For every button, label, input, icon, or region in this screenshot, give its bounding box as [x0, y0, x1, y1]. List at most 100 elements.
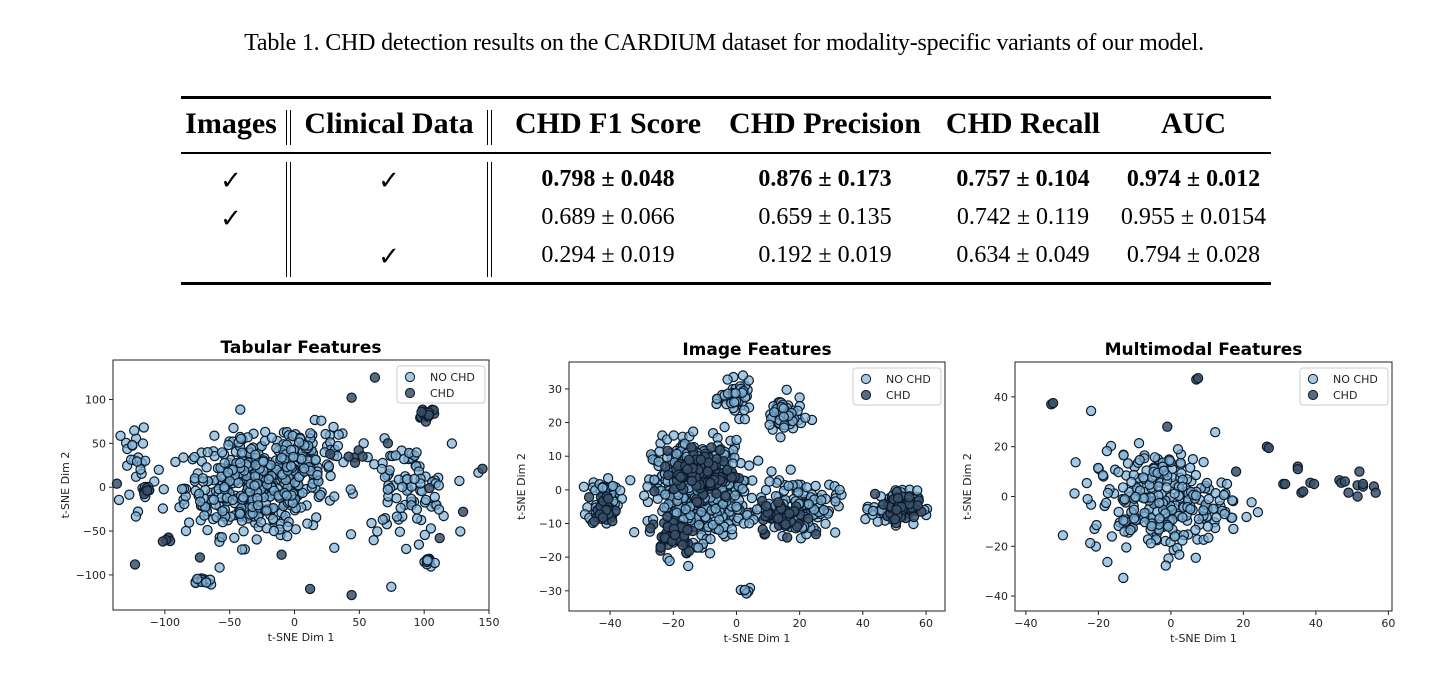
- data-point-no-chd: [1228, 523, 1239, 535]
- data-point-no-chd: [760, 484, 772, 496]
- data-point-no-chd: [157, 503, 169, 514]
- table-cell: 0.757 ± 0.104: [956, 166, 1090, 192]
- data-point-no-chd: [433, 480, 444, 491]
- scatter-svg: Multimodal Features −40 −20 0 20 40 60 −40 −20 0 2…: [961, 340, 1395, 645]
- data-point-chd: [649, 486, 660, 497]
- x-tick-label: 20: [793, 617, 807, 630]
- data-point-no-chd: [1202, 521, 1214, 532]
- data-point-no-chd: [234, 508, 246, 520]
- data-point-chd: [683, 454, 695, 466]
- data-point-no-chd: [329, 542, 340, 553]
- data-point-no-chd: [191, 573, 203, 585]
- data-point-chd: [1263, 442, 1274, 454]
- plot-image-features: Image Features −40 −20 0 20 40 60 −30 −20 −10 0 10 2…: [510, 332, 950, 652]
- data-point-chd: [129, 559, 141, 570]
- data-point-no-chd: [376, 463, 387, 475]
- data-point-no-chd: [446, 438, 458, 449]
- data-point-no-chd: [628, 526, 640, 538]
- legend-box: [1299, 367, 1389, 406]
- data-point-no-chd: [1154, 497, 1165, 509]
- x-axis-label: t-SNE Dim 1: [1170, 632, 1237, 645]
- data-point-no-chd: [726, 524, 738, 535]
- data-point-no-chd: [1246, 497, 1257, 508]
- plot-title: Image Features: [682, 340, 831, 360]
- check-mark-icon: ✓: [220, 166, 242, 196]
- data-point-no-chd: [329, 491, 340, 502]
- legend-marker-no-chd: [860, 373, 872, 385]
- data-point-chd: [677, 539, 688, 551]
- data-point-chd: [878, 499, 889, 510]
- data-point-no-chd: [429, 491, 440, 503]
- data-point-no-chd: [1113, 506, 1124, 518]
- data-point-chd: [1343, 487, 1354, 498]
- data-point-no-chd: [261, 505, 272, 516]
- data-point-no-chd: [739, 404, 750, 416]
- data-point-no-chd: [728, 396, 740, 408]
- data-point-no-chd: [1174, 549, 1185, 560]
- data-point-no-chd: [236, 447, 248, 458]
- data-point-no-chd: [1169, 531, 1181, 542]
- data-point-no-chd: [433, 504, 445, 515]
- data-point-no-chd: [422, 555, 433, 566]
- data-point-no-chd: [830, 527, 841, 538]
- x-tick-label: 60: [919, 617, 933, 630]
- x-tick-label: −50: [218, 616, 241, 629]
- plot-frame: [568, 361, 946, 612]
- data-point-no-chd: [202, 524, 213, 536]
- data-point-no-chd: [1163, 521, 1174, 532]
- data-point-chd: [157, 536, 169, 547]
- y-tick-label: 20: [994, 441, 1008, 454]
- data-point-no-chd: [693, 519, 705, 531]
- data-point-no-chd: [222, 467, 234, 478]
- data-point-no-chd: [425, 523, 437, 534]
- data-point-no-chd: [1193, 513, 1205, 525]
- data-point-chd: [416, 406, 427, 418]
- data-point-chd: [912, 500, 923, 511]
- data-point-no-chd: [1198, 505, 1209, 516]
- data-point-chd: [276, 549, 287, 560]
- data-point-chd: [477, 463, 488, 474]
- legend-marker-no-chd: [404, 371, 416, 383]
- data-point-no-chd: [238, 492, 249, 503]
- y-tick-label: −30: [539, 585, 562, 598]
- data-point-no-chd: [1084, 537, 1096, 549]
- header-precision: CHD Precision: [729, 107, 921, 140]
- table-cell: 0.742 ± 0.119: [956, 204, 1090, 230]
- data-point-no-chd: [1057, 530, 1069, 541]
- data-point-no-chd: [710, 503, 721, 514]
- x-tick-label: 50: [352, 616, 366, 629]
- data-point-no-chd: [1145, 538, 1157, 549]
- data-point-no-chd: [386, 581, 397, 592]
- data-point-no-chd: [1070, 457, 1081, 468]
- data-point-chd: [683, 545, 695, 557]
- data-point-no-chd: [1177, 481, 1188, 493]
- data-point-no-chd: [1218, 489, 1230, 501]
- data-point-no-chd: [1190, 490, 1202, 501]
- data-point-chd: [662, 445, 673, 457]
- data-point-no-chd: [1227, 495, 1238, 506]
- data-point-chd: [304, 583, 316, 595]
- data-point-no-chd: [752, 455, 764, 466]
- data-point-chd: [682, 524, 693, 536]
- legend-box: [852, 367, 942, 406]
- data-point-no-chd: [1118, 450, 1129, 461]
- data-point-no-chd: [830, 496, 841, 507]
- data-point-no-chd: [258, 456, 269, 467]
- table-cell: 0.794 ± 0.028: [1126, 242, 1261, 268]
- data-point-chd: [1047, 397, 1059, 409]
- data-point-no-chd: [1128, 504, 1140, 515]
- data-point-no-chd: [602, 472, 614, 484]
- data-point-chd: [583, 491, 595, 503]
- data-point-no-chd: [1241, 511, 1252, 523]
- data-point-no-chd: [216, 531, 228, 543]
- data-point-no-chd: [746, 492, 758, 504]
- data-point-chd: [726, 472, 737, 483]
- data-point-no-chd: [368, 534, 379, 546]
- data-point-no-chd: [1203, 532, 1214, 543]
- data-point-chd: [141, 485, 153, 496]
- data-point-chd: [810, 528, 822, 540]
- table-bottom-rule: [181, 282, 1271, 285]
- data-point-no-chd: [189, 451, 200, 463]
- plot-title: Multimodal Features: [1105, 340, 1303, 360]
- data-point-chd: [784, 508, 795, 519]
